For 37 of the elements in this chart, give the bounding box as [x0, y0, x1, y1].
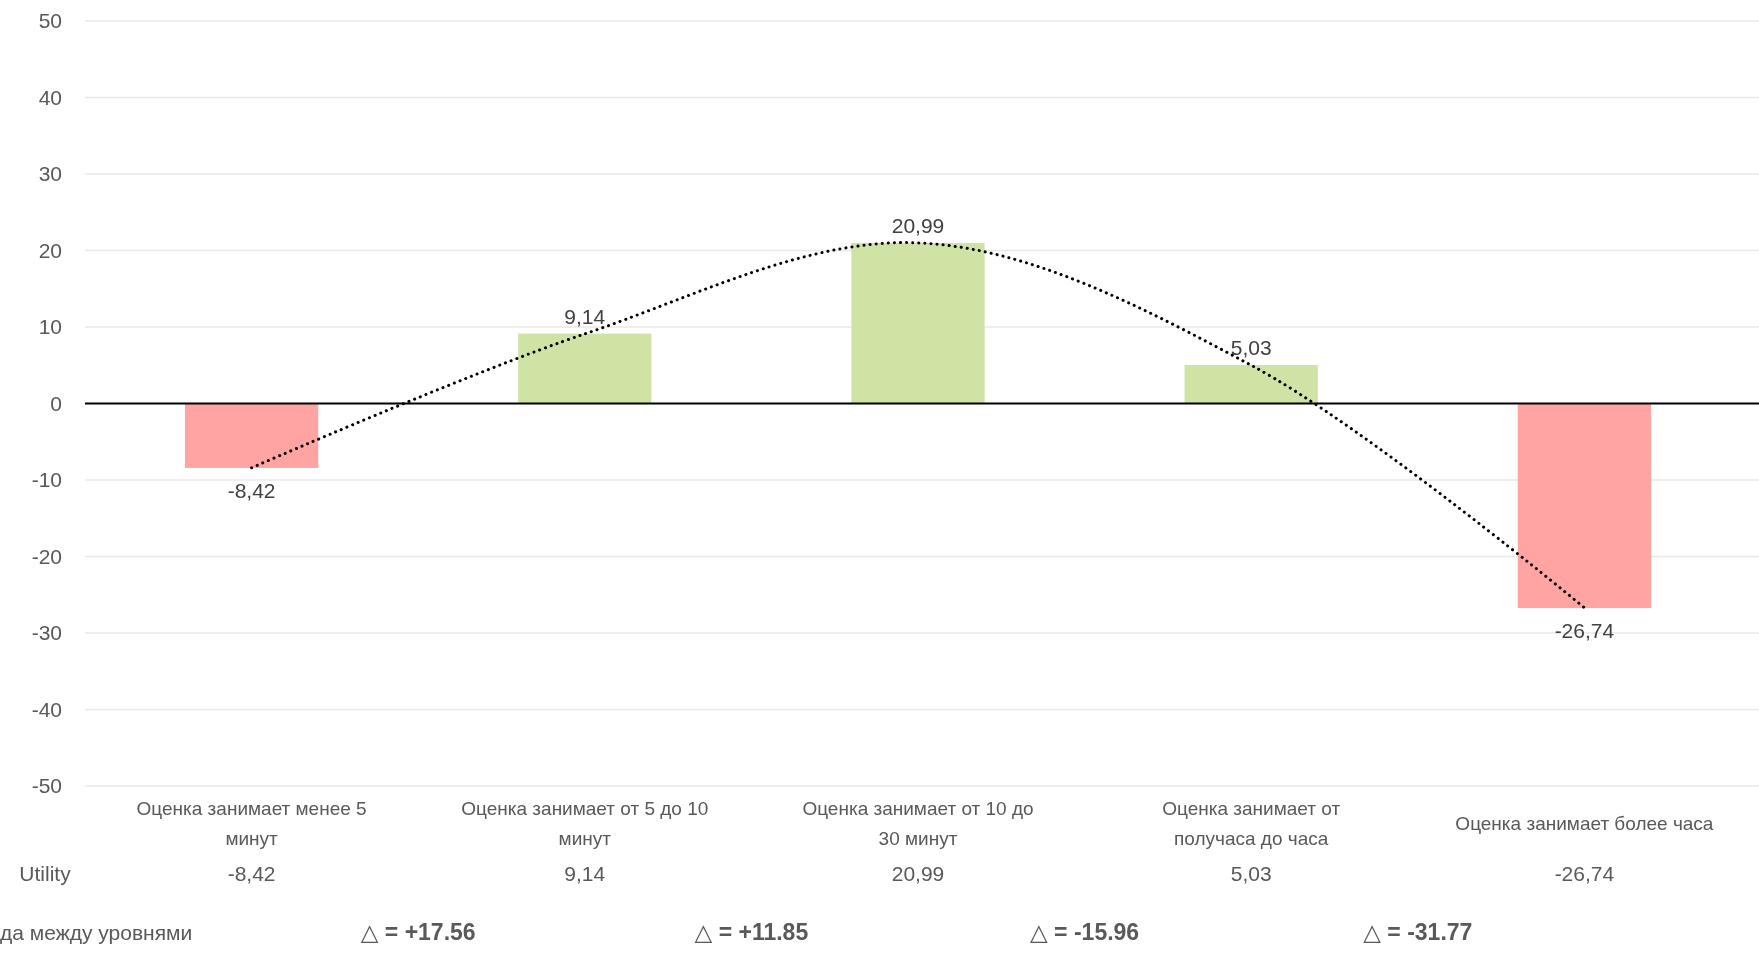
text: 5,03 [1230, 336, 1272, 360]
y-tick-label: 10 [38, 315, 62, 338]
y-tick-label: -30 [31, 621, 62, 644]
y-tick-label: 30 [38, 162, 62, 185]
x-tick-label: Оценка занимает от 10 до 30 минут [802, 798, 1034, 849]
text: △ = -31.77 [1363, 919, 1473, 945]
text: 20,99 [891, 213, 945, 237]
text: да между уровнями [0, 921, 193, 944]
text: -26,74 [1554, 619, 1615, 643]
x-tick-label: Оценка занимает более часа [1455, 813, 1714, 834]
data-label: 20,99 [891, 862, 945, 885]
bar [1184, 365, 1318, 404]
data-label: -26,74 [1554, 862, 1615, 885]
x-tick-label: Оценка занимает менее 5 минут [136, 798, 367, 849]
y-tick-label: -20 [31, 544, 62, 568]
bar [518, 333, 652, 404]
data-label: 9,14 [564, 862, 606, 885]
data-label: 5,03 [1230, 862, 1272, 885]
bar [184, 403, 319, 468]
y-tick-label: 0 [50, 391, 62, 415]
y-tick-label: 50 [38, 9, 62, 32]
text: △ = -15.96 [1030, 919, 1140, 945]
x-tick-label: Оценка занимает от 5 до 10 минут [461, 798, 709, 849]
text: △ = +11.85 [694, 919, 809, 945]
text: △ = +17.56 [360, 919, 476, 945]
text: Utility [19, 862, 72, 885]
text: -8,42 [227, 478, 276, 502]
bar [851, 242, 985, 404]
y-tick-label: -40 [31, 697, 62, 721]
text: 9,14 [564, 304, 606, 328]
bar [1517, 403, 1652, 609]
x-tick-label: Оценка занимает от получаса до часа [1162, 798, 1341, 849]
y-tick-label: -10 [31, 468, 62, 491]
y-tick-label: -50 [31, 774, 62, 797]
y-tick-label: 40 [38, 85, 62, 109]
y-tick-label: 20 [38, 238, 62, 262]
data-label: -8,42 [227, 862, 276, 885]
